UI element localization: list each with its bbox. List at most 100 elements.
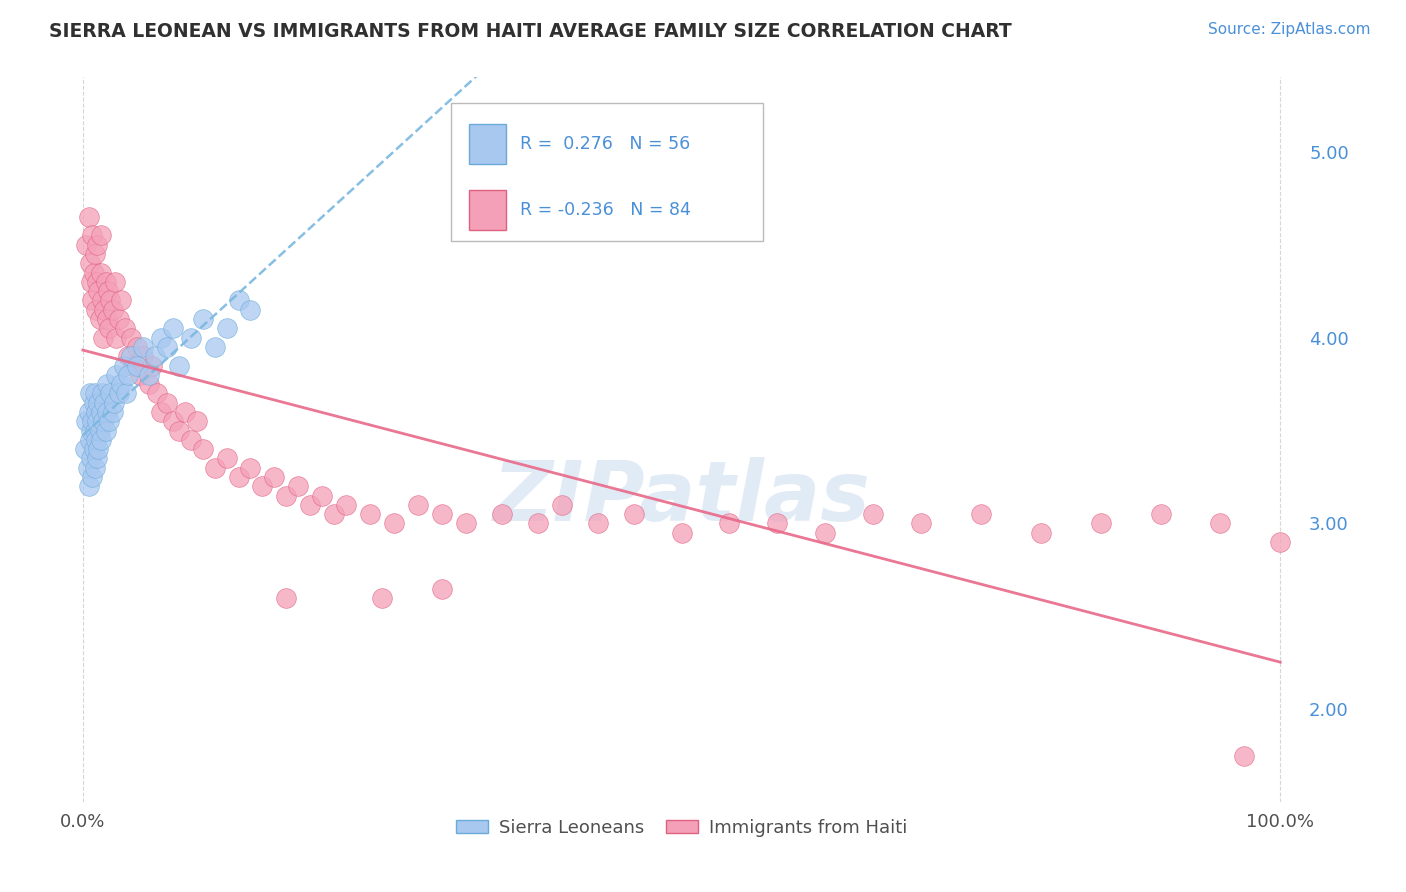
Point: [263, 470, 285, 484]
Point: [107, 312, 129, 326]
Point: [141, 359, 163, 373]
Point: [527, 516, 550, 531]
Point: [132, 340, 155, 354]
Point: [105, 331, 128, 345]
Point: [156, 395, 179, 409]
Point: [311, 489, 333, 503]
Point: [80, 424, 103, 438]
Point: [173, 405, 195, 419]
Point: [75, 237, 97, 252]
Point: [75, 442, 97, 457]
Point: [83, 424, 105, 438]
Point: [586, 516, 609, 531]
Point: [430, 582, 453, 596]
Point: [84, 405, 107, 419]
Point: [86, 414, 108, 428]
Point: [162, 321, 184, 335]
Point: [86, 451, 108, 466]
Point: [1029, 525, 1052, 540]
Point: [90, 433, 112, 447]
FancyBboxPatch shape: [468, 124, 506, 164]
Point: [430, 507, 453, 521]
Point: [83, 442, 105, 457]
Point: [146, 386, 169, 401]
Point: [129, 368, 152, 382]
Text: Source: ZipAtlas.com: Source: ZipAtlas.com: [1208, 22, 1371, 37]
Point: [167, 424, 190, 438]
Point: [671, 525, 693, 540]
Point: [191, 442, 214, 457]
Point: [80, 451, 103, 466]
Point: [125, 359, 148, 373]
Point: [125, 340, 148, 354]
Legend: Sierra Leoneans, Immigrants from Haiti: Sierra Leoneans, Immigrants from Haiti: [449, 812, 915, 844]
Point: [454, 516, 477, 531]
Point: [323, 507, 346, 521]
Point: [1233, 748, 1256, 763]
Point: [96, 312, 118, 326]
Point: [96, 377, 118, 392]
Point: [114, 321, 136, 335]
Point: [180, 433, 202, 447]
Point: [77, 405, 100, 419]
Point: [89, 424, 111, 438]
Point: [252, 479, 274, 493]
Point: [83, 266, 105, 280]
Point: [239, 302, 262, 317]
Point: [79, 256, 101, 270]
Point: [138, 377, 160, 392]
Point: [110, 293, 132, 308]
Point: [115, 386, 138, 401]
Text: ZIPatlas: ZIPatlas: [492, 458, 870, 539]
Point: [98, 414, 121, 428]
Point: [75, 414, 97, 428]
Point: [862, 507, 884, 521]
Point: [970, 507, 993, 521]
Point: [97, 284, 120, 298]
Point: [623, 507, 645, 521]
Point: [1209, 516, 1232, 531]
Point: [107, 386, 129, 401]
Text: R = -0.236   N = 84: R = -0.236 N = 84: [520, 202, 690, 219]
Point: [93, 302, 115, 317]
Point: [276, 489, 298, 503]
Point: [186, 414, 208, 428]
Point: [91, 293, 114, 308]
Point: [91, 331, 114, 345]
Point: [94, 424, 117, 438]
Point: [104, 275, 127, 289]
Point: [228, 470, 250, 484]
Point: [287, 479, 309, 493]
Point: [91, 386, 114, 401]
Point: [156, 340, 179, 354]
Point: [117, 349, 139, 363]
Point: [83, 395, 105, 409]
Point: [204, 340, 226, 354]
Point: [149, 405, 172, 419]
Point: [132, 349, 155, 363]
Point: [82, 228, 104, 243]
Point: [80, 275, 103, 289]
Point: [84, 302, 107, 317]
Point: [382, 516, 405, 531]
Point: [79, 433, 101, 447]
Point: [77, 210, 100, 224]
Point: [82, 470, 104, 484]
Point: [93, 395, 115, 409]
Point: [87, 395, 110, 409]
FancyBboxPatch shape: [468, 190, 506, 230]
Point: [910, 516, 932, 531]
Point: [79, 386, 101, 401]
Point: [299, 498, 322, 512]
Point: [335, 498, 357, 512]
Point: [87, 442, 110, 457]
Point: [112, 359, 135, 373]
Point: [101, 302, 124, 317]
Point: [98, 321, 121, 335]
Point: [120, 349, 142, 363]
Point: [239, 460, 262, 475]
Point: [371, 591, 394, 605]
Point: [162, 414, 184, 428]
Point: [90, 266, 112, 280]
Point: [82, 293, 104, 308]
